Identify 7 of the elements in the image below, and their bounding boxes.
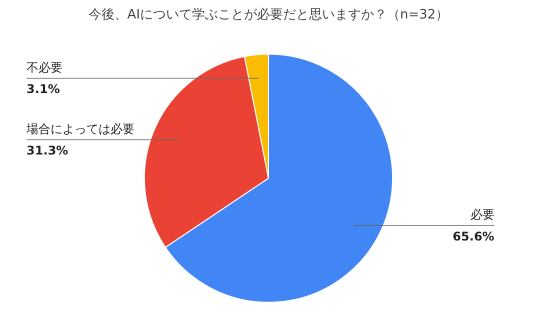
data-label: 31.3% <box>26 144 68 158</box>
data-label: 3.1% <box>26 82 60 96</box>
slice-label: 場合によっては必要 <box>26 122 135 136</box>
slice-label: 不必要 <box>26 60 63 74</box>
data-label: 65.6% <box>452 229 494 244</box>
chart-title: 今後、AIについて学ぶことが必要だと思いますか？（n=32） <box>88 8 449 22</box>
slice-label: 必要 <box>470 208 494 222</box>
